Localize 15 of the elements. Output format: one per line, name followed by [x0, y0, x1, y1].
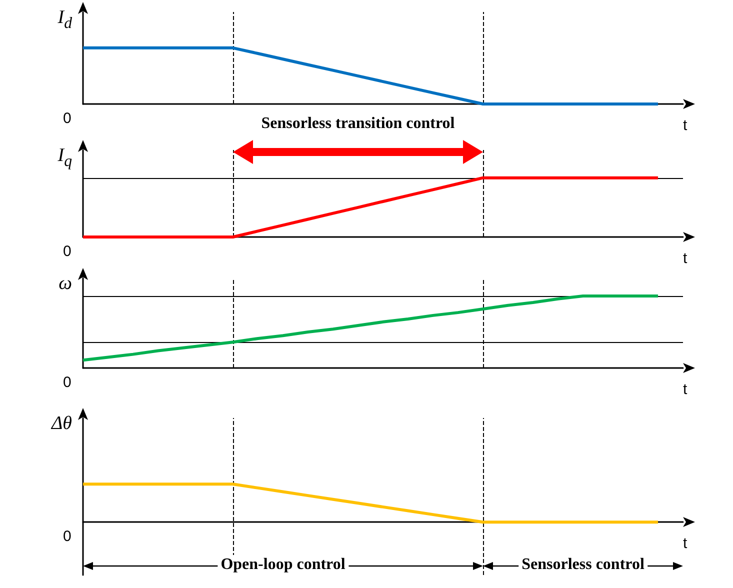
x-axis-title: t [683, 381, 688, 398]
x-axis-title: t [683, 250, 688, 267]
text: Sensorless transition control [258, 114, 458, 134]
text: 0 [63, 243, 72, 261]
y-axis-title: I$_{q}$ [58, 145, 72, 172]
text: 0 [63, 110, 72, 128]
y-axis-title: I$_{d}$ [58, 7, 72, 34]
text: Open-loop control [218, 555, 348, 576]
y-axis-title: Δθ [52, 413, 72, 434]
x-axis-title: t [683, 535, 688, 552]
text: Sensorless control [518, 555, 648, 576]
y-axis-title: ω [58, 273, 72, 294]
x-axis-title: t [683, 117, 688, 134]
text: 0 [63, 528, 72, 546]
text: 0 [63, 374, 72, 392]
